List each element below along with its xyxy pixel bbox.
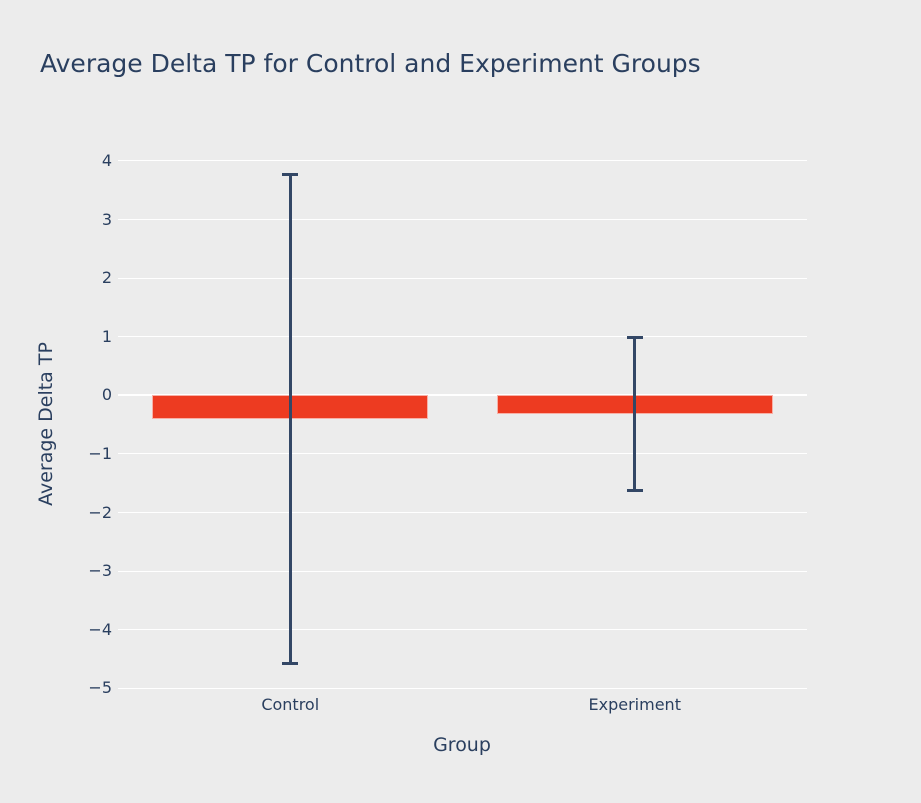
y-tick-label: 3 (101, 209, 112, 229)
gridline (118, 160, 807, 162)
chart-title: Average Delta TP for Control and Experim… (40, 49, 701, 78)
y-tick-label: −5 (88, 678, 112, 698)
error-cap-top-experiment (626, 336, 643, 340)
gridline (118, 570, 807, 572)
gridline (118, 277, 807, 279)
y-tick-label: 2 (101, 268, 112, 288)
gridline (118, 687, 807, 689)
y-tick-label: 0 (101, 385, 112, 405)
y-tick-label: −4 (88, 619, 112, 639)
zero-gridline (118, 394, 807, 397)
error-cap-bottom-control (282, 661, 299, 665)
x-axis-title: Group (433, 734, 491, 756)
y-tick-label: −3 (88, 561, 112, 581)
gridline (118, 219, 807, 220)
x-tick-label-experiment: Experiment (588, 695, 681, 714)
gridline (118, 453, 807, 455)
y-tick-label: −2 (88, 502, 112, 522)
y-axis-title: Average Delta TP (35, 342, 57, 506)
gridline (118, 512, 807, 513)
error-cap-top-control (282, 172, 299, 176)
error-bar-experiment (633, 337, 637, 491)
error-cap-bottom-experiment (626, 488, 643, 492)
y-tick-label: −1 (88, 443, 112, 463)
y-tick-label: 1 (101, 326, 112, 346)
gridline (118, 629, 807, 631)
gridline (118, 336, 807, 338)
error-bar-control (288, 174, 292, 664)
x-tick-label-control: Control (261, 695, 320, 714)
y-tick-label: 4 (101, 150, 112, 170)
plot-area (118, 146, 807, 702)
